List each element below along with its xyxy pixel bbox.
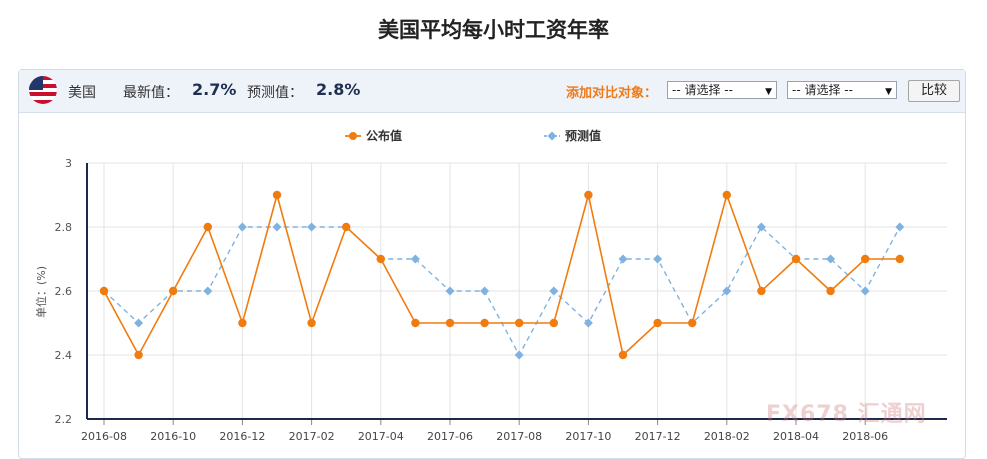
forecast-point (307, 222, 317, 232)
actual-point (376, 254, 385, 264)
actual-point (861, 254, 870, 264)
compare-select-1-value: -- 请选择 -- (672, 83, 733, 97)
watermark: FX678 汇通网 (766, 402, 927, 427)
y-axis-label: 单位：(%) (34, 266, 48, 318)
legend-label: 预测值 (565, 128, 601, 143)
x-tick-label: 2017-08 (496, 430, 542, 443)
forecast-point (583, 318, 593, 328)
compare-select-2[interactable]: -- 请选择 -- ▼ (787, 81, 897, 99)
grid-lines (87, 162, 947, 420)
y-tick-label: 2.8 (55, 221, 73, 234)
actual-point (307, 318, 316, 328)
forecast-point (480, 286, 490, 296)
forecast-value: 2.8% (316, 80, 361, 99)
actual-point (445, 318, 455, 328)
forecast-point (272, 222, 282, 232)
dropdown-arrow-icon: ▼ (765, 87, 772, 97)
actual-point (791, 254, 801, 264)
legend: 公布值 预测值 (345, 128, 601, 143)
y-tick-labels: 2.2 2.4 2.6 2.8 3 (55, 157, 73, 426)
compare-label: 添加对比对象： (566, 86, 658, 101)
x-tick-label: 2016-12 (219, 430, 265, 443)
forecast-point (549, 286, 559, 296)
us-flag-icon (29, 76, 57, 104)
actual-point (169, 286, 178, 296)
forecast-point (237, 222, 247, 232)
forecast-label: 预测值： (247, 85, 303, 101)
x-tick-label: 2018-02 (704, 430, 750, 443)
compare-select-1[interactable]: -- 请选择 -- ▼ (667, 81, 777, 99)
legend-label: 公布值 (366, 128, 402, 143)
actual-point (757, 286, 766, 296)
x-tick-label: 2016-08 (81, 430, 127, 443)
actual-point (653, 318, 662, 328)
toolbar: 美国 最新值： 2.7% 预测值： 2.8% 添加对比对象： -- 请选择 --… (19, 70, 965, 113)
actual-point (272, 190, 282, 200)
actual-point (895, 254, 904, 264)
forecast-point (653, 254, 663, 264)
x-tick-label: 2018-06 (842, 430, 888, 443)
x-tick-label: 2018-04 (773, 430, 819, 443)
forecast-point (410, 254, 420, 264)
chart-panel: 美国 最新值： 2.7% 预测值： 2.8% 添加对比对象： -- 请选择 --… (18, 69, 966, 459)
country-label: 美国 (68, 85, 96, 101)
actual-point (549, 318, 558, 328)
y-tick-label: 2.6 (55, 285, 73, 298)
actual-point (99, 286, 109, 296)
axes (86, 163, 947, 425)
actual-point (411, 318, 420, 328)
actual-point (480, 318, 489, 328)
actual-point (342, 222, 351, 232)
x-tick-label: 2017-02 (289, 430, 335, 443)
legend-marker (349, 132, 357, 140)
actual-point (618, 350, 628, 360)
forecast-point (445, 286, 455, 296)
forecast-point (722, 286, 732, 296)
y-tick-label: 3 (65, 157, 72, 170)
y-tick-label: 2.2 (55, 413, 73, 426)
actual-point (238, 318, 247, 328)
forecast-point (203, 286, 213, 296)
x-tick-label: 2017-06 (427, 430, 473, 443)
forecast-point (756, 222, 766, 232)
page-title: 美国平均每小时工资年率 (378, 18, 609, 42)
forecast-point (514, 350, 524, 360)
x-tick-label: 2017-12 (635, 430, 681, 443)
compare-button[interactable]: 比较 (908, 80, 960, 102)
actual-point (203, 222, 212, 232)
dropdown-arrow-icon: ▼ (885, 87, 892, 97)
legend-marker (547, 131, 557, 141)
actual-point (722, 190, 731, 200)
actual-point (688, 318, 697, 328)
forecast-point (860, 286, 870, 296)
actual-point (134, 350, 143, 360)
forecast-point (618, 254, 628, 264)
actual-series-line (103, 191, 900, 357)
actual-point (826, 286, 835, 296)
forecast-point (134, 318, 144, 328)
series-layer (99, 190, 905, 360)
y-tick-label: 2.4 (55, 349, 73, 362)
x-tick-labels: 2016-08 2016-10 2016-12 2017-02 2017-04 2017-… (81, 430, 888, 443)
latest-label: 最新值： (123, 85, 179, 101)
compare-select-2-value: -- 请选择 -- (792, 83, 853, 97)
actual-point (515, 318, 524, 328)
x-tick-label: 2017-10 (565, 430, 611, 443)
actual-point (584, 190, 593, 200)
x-tick-label: 2016-10 (150, 430, 196, 443)
x-tick-label: 2017-04 (358, 430, 404, 443)
forecast-point (826, 254, 836, 264)
forecast-point (895, 222, 905, 232)
latest-value: 2.7% (192, 80, 237, 99)
